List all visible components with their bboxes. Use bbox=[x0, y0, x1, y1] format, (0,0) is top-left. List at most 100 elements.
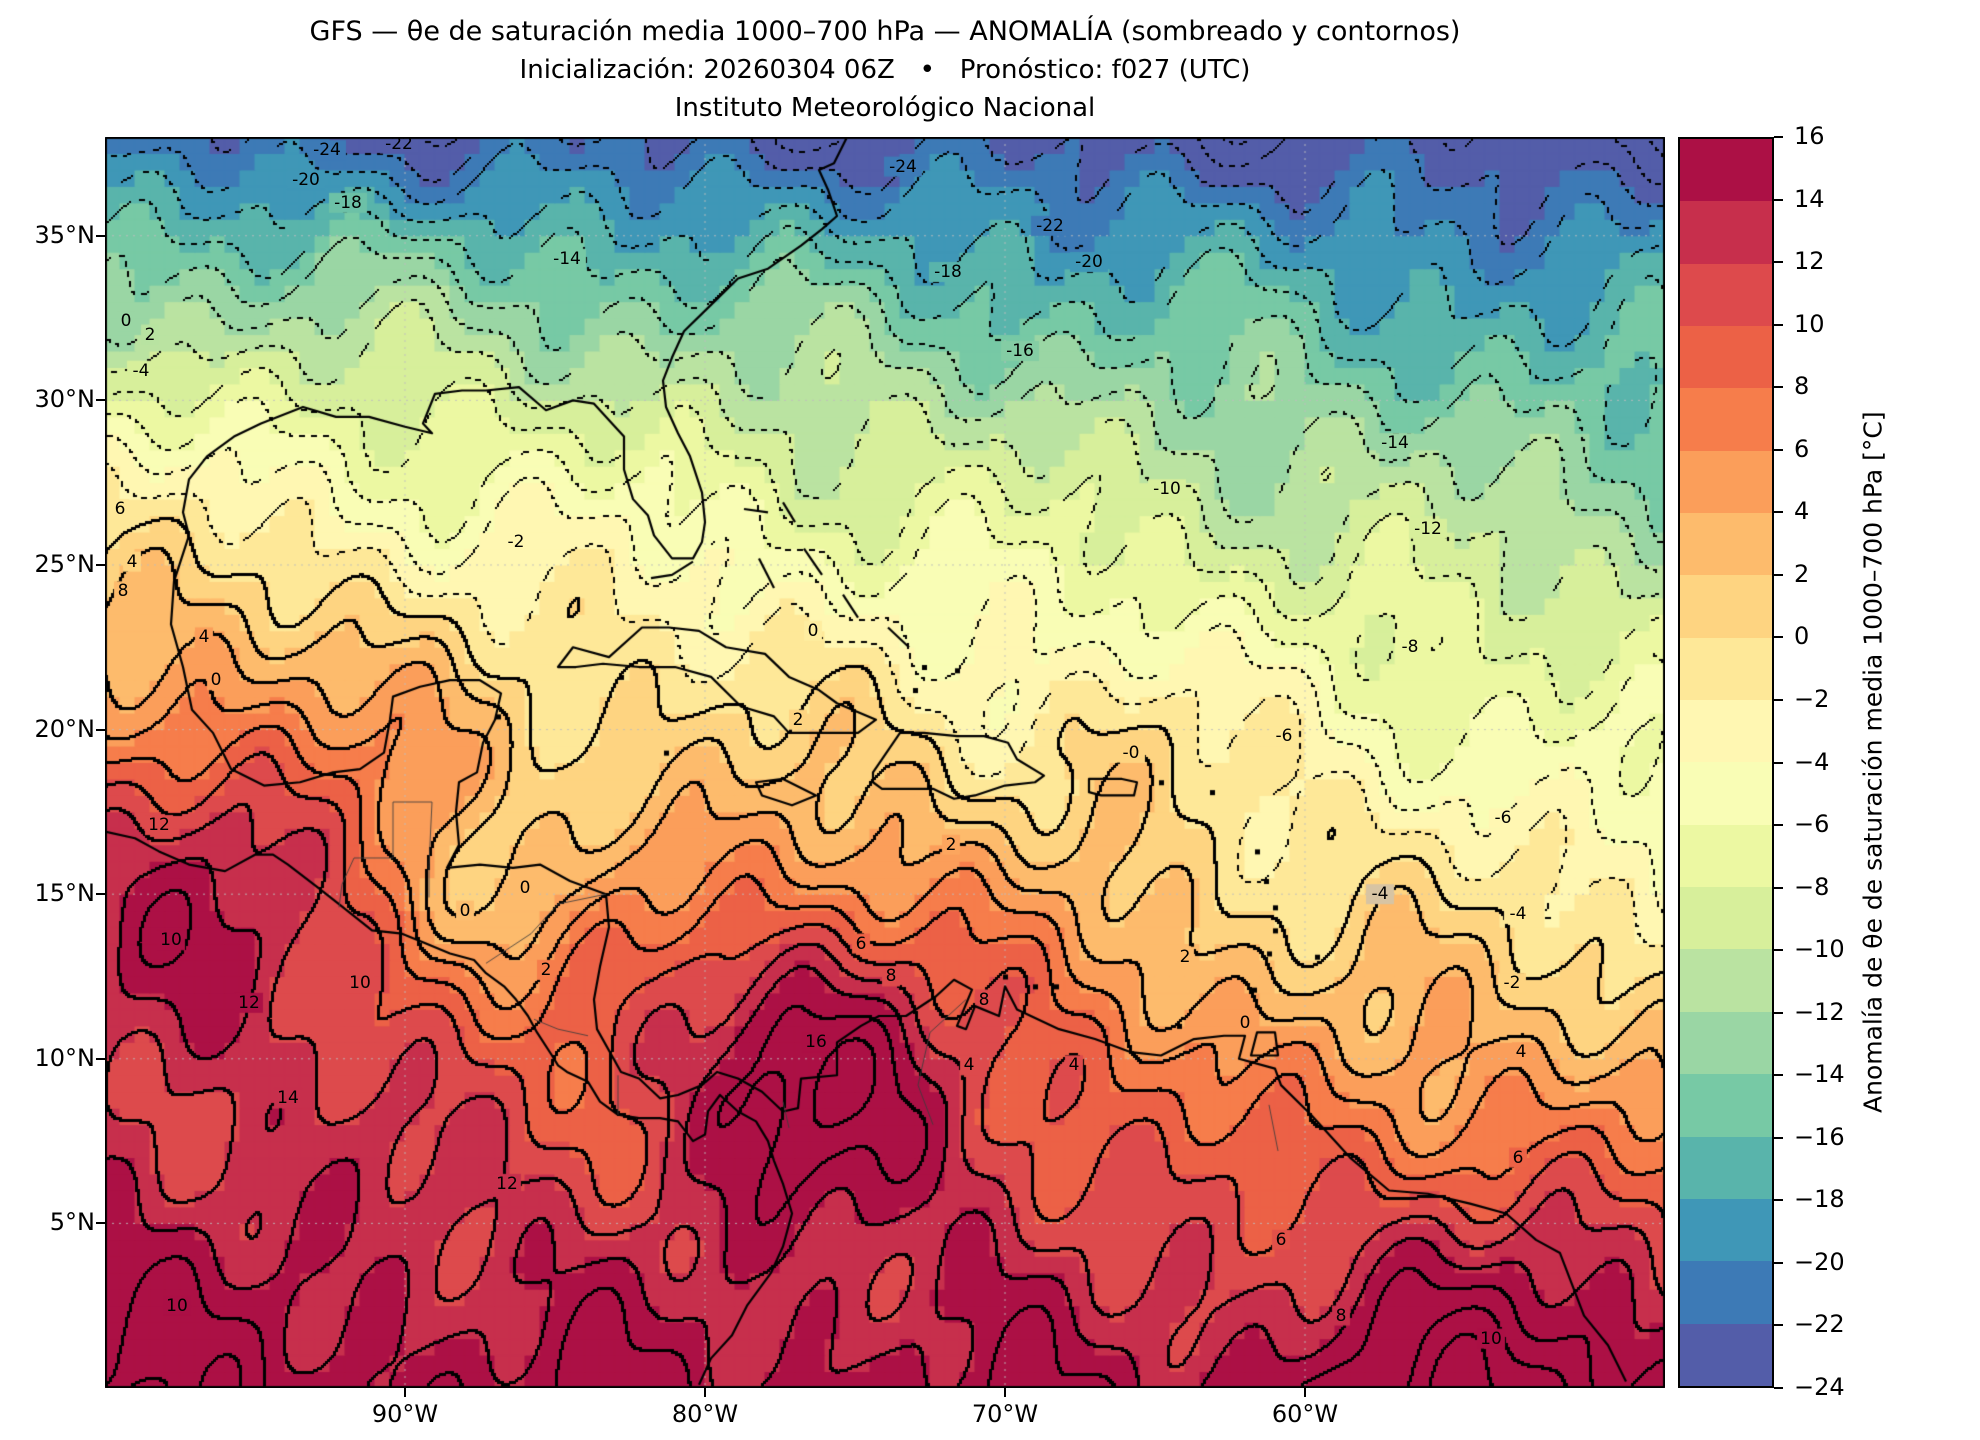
contour-label: 10 bbox=[349, 973, 371, 994]
colorbar-segment bbox=[1680, 762, 1772, 825]
colorbar-tick-mark bbox=[1774, 511, 1783, 514]
contour-label: -14 bbox=[553, 248, 581, 269]
y-tick-mark bbox=[96, 563, 105, 566]
anomaly-map-canvas bbox=[105, 137, 1665, 1388]
colorbar-segment bbox=[1680, 1074, 1772, 1137]
colorbar-tick-mark bbox=[1774, 136, 1783, 138]
colorbar-tick-mark bbox=[1774, 386, 1783, 389]
x-tick-mark bbox=[704, 1388, 706, 1397]
x-tick-label: 80°W bbox=[671, 1400, 739, 1428]
contour-label: -8 bbox=[1401, 637, 1419, 658]
colorbar-tick-label: −24 bbox=[1794, 1373, 1845, 1401]
contour-label: 2 bbox=[540, 959, 552, 980]
contour-label: 10 bbox=[160, 930, 182, 951]
contour-label: -22 bbox=[385, 137, 413, 154]
contour-label: 0 bbox=[210, 670, 222, 691]
colorbar-tick-mark bbox=[1774, 636, 1783, 639]
colorbar-segment bbox=[1680, 1011, 1772, 1075]
colorbar-tick-mark bbox=[1774, 1011, 1783, 1014]
colorbar-tick-label: −12 bbox=[1794, 997, 1845, 1026]
chart-institution: Instituto Meteorológico Nacional bbox=[674, 93, 1096, 123]
contour-label: 10 bbox=[166, 1295, 188, 1316]
title-block: GFS — θe de saturación media 1000–700 hP… bbox=[105, 16, 1665, 123]
contour-label: 8 bbox=[885, 966, 897, 987]
y-tick-mark bbox=[96, 728, 105, 731]
contour-label: 8 bbox=[978, 989, 990, 1010]
contour-label: 8 bbox=[117, 581, 129, 602]
colorbar-segment bbox=[1680, 1198, 1772, 1262]
colorbar-segment bbox=[1680, 263, 1772, 327]
colorbar-segment bbox=[1680, 824, 1772, 888]
contour-label: 8 bbox=[1335, 1305, 1347, 1326]
colorbar-tick-mark bbox=[1774, 198, 1783, 201]
contour-label: 2 bbox=[792, 709, 804, 730]
contour-label: 0 bbox=[1239, 1012, 1251, 1033]
y-tick-mark bbox=[96, 893, 105, 896]
colorbar-tick-mark bbox=[1774, 761, 1783, 764]
y-tick-mark bbox=[96, 1057, 105, 1060]
contour-label: -14 bbox=[1381, 433, 1409, 454]
contour-label: -4 bbox=[1509, 903, 1527, 924]
contour-label: 6 bbox=[1275, 1229, 1287, 1250]
x-tick-mark bbox=[1304, 1388, 1306, 1397]
colorbar-tick-label: 12 bbox=[1794, 247, 1825, 276]
colorbar-tick-mark bbox=[1774, 1324, 1783, 1327]
colorbar-tick-mark bbox=[1774, 573, 1783, 576]
colorbar-tick-mark bbox=[1774, 1074, 1783, 1077]
contour-label: 2 bbox=[945, 834, 957, 855]
colorbar-tick-label: 8 bbox=[1794, 372, 1810, 401]
x-tick-label: 60°W bbox=[1271, 1400, 1339, 1428]
contour-label: -18 bbox=[334, 192, 362, 213]
colorbar-tick-label: 6 bbox=[1794, 434, 1810, 463]
x-tick-label: 90°W bbox=[371, 1400, 439, 1428]
y-tick-mark bbox=[96, 399, 105, 402]
contour-label: -20 bbox=[292, 169, 320, 190]
contour-label: 6 bbox=[855, 933, 867, 954]
map-plot-area: -24 -22 -20 -18 -14 -24 -22 -20 -18 -16 -14 -12 -10-… bbox=[105, 137, 1665, 1388]
contour-label: -4 bbox=[1371, 884, 1389, 905]
contour-label: -2 bbox=[507, 531, 525, 552]
contour-label: -12 bbox=[1414, 518, 1442, 539]
colorbar-tick-label: 0 bbox=[1794, 622, 1810, 651]
contour-label: 4 bbox=[1515, 1042, 1527, 1063]
colorbar-tick-mark bbox=[1774, 448, 1783, 451]
colorbar-tick-mark bbox=[1774, 886, 1783, 889]
colorbar-segment bbox=[1680, 201, 1772, 264]
colorbar-tick-label: 14 bbox=[1794, 184, 1825, 213]
contour-label: 10 bbox=[1480, 1328, 1502, 1349]
colorbar-tick-mark bbox=[1774, 323, 1783, 326]
colorbar-tick-mark bbox=[1774, 1387, 1783, 1389]
chart-title: GFS — θe de saturación media 1000–700 hP… bbox=[309, 16, 1461, 47]
contour-label: 12 bbox=[148, 815, 170, 836]
colorbar-segment bbox=[1680, 949, 1772, 1012]
colorbar-tick-mark bbox=[1774, 949, 1783, 952]
colorbar-tick-label: −18 bbox=[1794, 1185, 1845, 1214]
contour-label: 4 bbox=[126, 551, 138, 572]
y-tick-mark bbox=[96, 1222, 105, 1225]
contour-label: -0 bbox=[1122, 742, 1140, 763]
colorbar-segment bbox=[1680, 887, 1772, 950]
x-tick-label: 70°W bbox=[971, 1400, 1039, 1428]
colorbar-tick-label: −20 bbox=[1794, 1247, 1845, 1276]
contour-label: 0 bbox=[519, 877, 531, 898]
colorbar-tick-mark bbox=[1774, 261, 1783, 264]
contour-label: 6 bbox=[114, 499, 126, 519]
colorbar-tick-label: −22 bbox=[1794, 1310, 1845, 1339]
contour-label: 2 bbox=[144, 324, 156, 345]
contour-label: -24 bbox=[889, 156, 917, 177]
contour-label: 12 bbox=[496, 1173, 518, 1194]
colorbar-tick-mark bbox=[1774, 824, 1783, 827]
contour-label: 6 bbox=[1512, 1147, 1524, 1168]
contour-label: -4 bbox=[132, 360, 150, 381]
colorbar-tick-label: −14 bbox=[1794, 1060, 1845, 1089]
contour-label: -6 bbox=[1494, 808, 1512, 829]
y-tick-label: 15°N bbox=[34, 879, 96, 908]
contour-label: -2 bbox=[1503, 973, 1521, 994]
contour-label: -6 bbox=[1275, 726, 1293, 747]
colorbar-tick-label: −4 bbox=[1794, 747, 1830, 776]
colorbar-segment bbox=[1680, 1136, 1772, 1199]
y-tick-label: 10°N bbox=[34, 1043, 96, 1072]
colorbar-segment bbox=[1680, 637, 1772, 701]
colorbar-tick-label: −16 bbox=[1794, 1122, 1845, 1151]
